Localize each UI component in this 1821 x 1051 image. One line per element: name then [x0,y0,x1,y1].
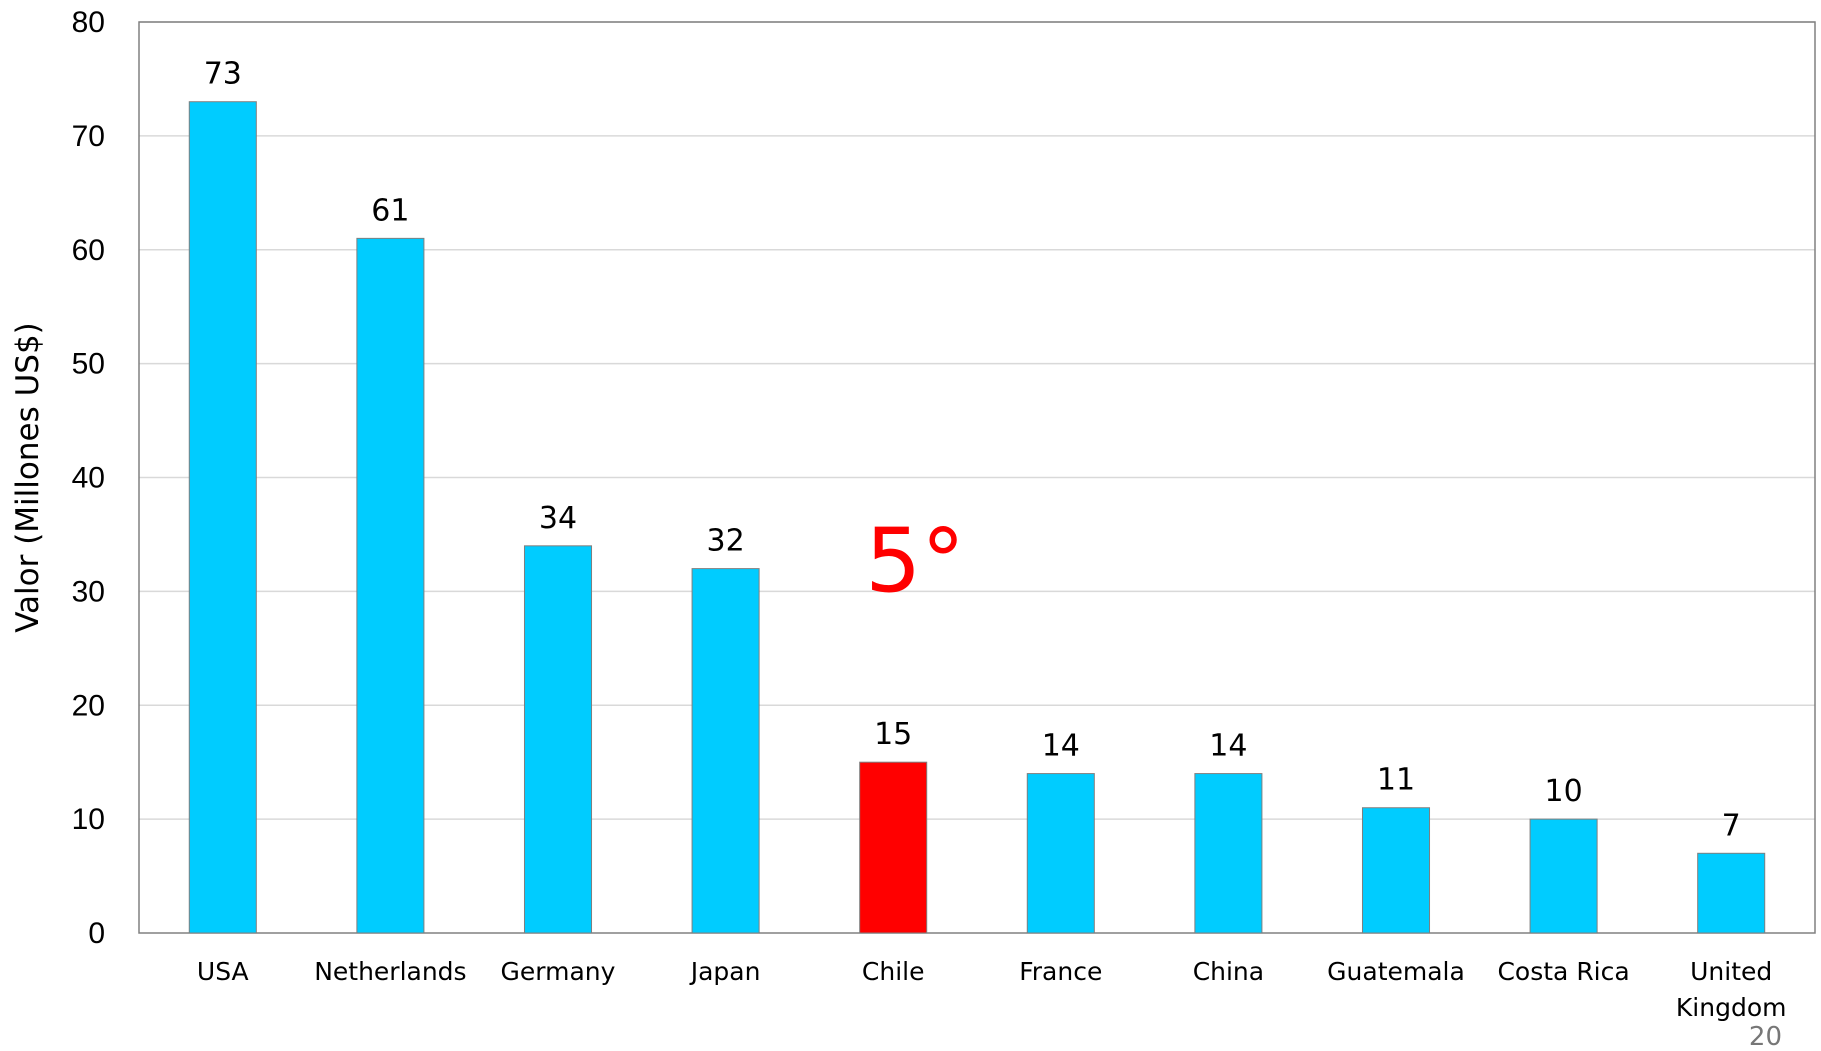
y-axis-title: Valor (Millones US$) [10,322,46,633]
bar [1194,773,1263,934]
bar [523,545,593,934]
x-tick-label: Germany [501,957,616,986]
y-tick-label: 60 [72,234,105,267]
data-label: 11 [1377,763,1415,798]
bar [1026,773,1095,934]
bar [691,568,760,934]
bar [356,237,425,934]
y-tick-label: 20 [72,689,105,722]
bar [1361,807,1431,934]
x-tick-label: France [1019,957,1102,986]
page-number: 20 [1749,1022,1782,1051]
data-label: 15 [874,717,912,752]
y-tick-label: 0 [88,917,105,950]
y-tick-label: 40 [72,462,105,495]
y-tick-label: 50 [72,348,105,381]
y-tick-label: 10 [72,803,105,836]
data-label: 14 [1209,729,1247,764]
bar [188,101,257,934]
y-tick-label: 30 [72,575,105,608]
plot-border [138,21,1816,934]
data-label: 10 [1545,774,1583,809]
data-label: 61 [371,193,409,228]
x-tick-label: China [1193,957,1264,986]
x-tick-label: Chile [862,957,925,986]
y-tick-label: 80 [72,6,105,39]
x-tick-label: Netherlands [314,957,466,986]
data-label: 14 [1042,729,1080,764]
x-tick-label: Costa Rica [1497,957,1629,986]
x-tick-label: Japan [689,957,761,986]
y-tick-label: 70 [72,120,105,153]
x-tick-label: United Kingdom [1676,957,1787,1022]
data-label: 32 [707,524,745,559]
bar [1697,852,1766,934]
data-label: 73 [204,57,242,92]
x-tick-label: Guatemala [1327,957,1465,986]
x-tick-label: USA [197,957,249,986]
bar [1529,818,1598,934]
bar [859,761,928,934]
data-label: 7 [1722,808,1741,843]
data-label: 34 [539,501,577,536]
rank-annotation: 5° [865,509,965,612]
